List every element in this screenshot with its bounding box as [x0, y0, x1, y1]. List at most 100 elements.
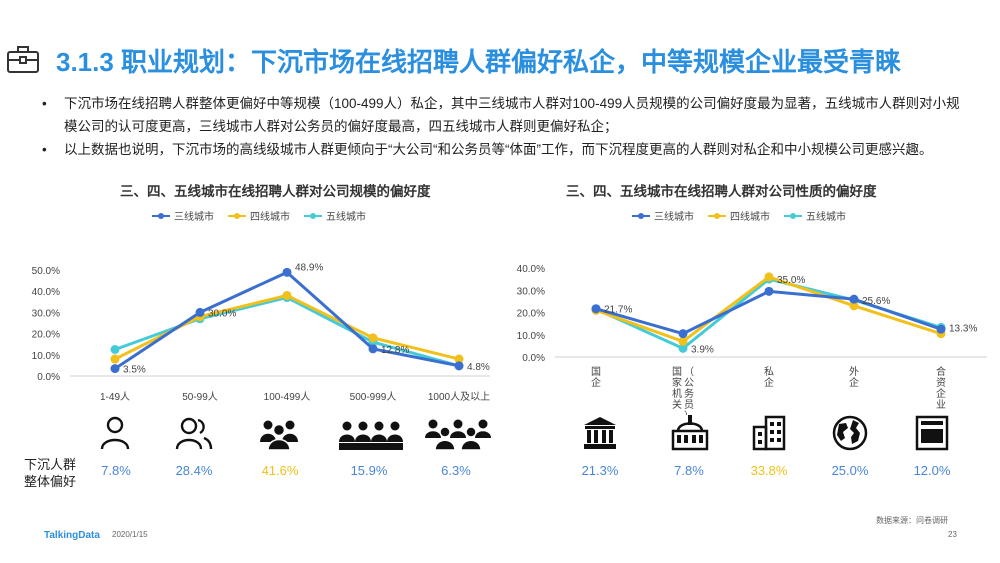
- overall-type-value: 12.0%: [913, 463, 951, 478]
- x-tick-char: 业: [936, 399, 946, 411]
- x-tick-label: 1000人及以上: [428, 391, 490, 403]
- bank-icon: [584, 417, 616, 449]
- data-point: [110, 354, 120, 364]
- x-tick-label: 外企: [849, 366, 859, 389]
- data-point: [849, 301, 859, 311]
- y-tick-label: 0.0%: [37, 372, 60, 383]
- globe-icon: [832, 415, 868, 451]
- data-label: 30.0%: [208, 308, 236, 319]
- bullet-list: • 下沉市场在线招聘人群整体更偏好中等规模（100-499人）私企，其中三线城市人…: [42, 92, 972, 161]
- x-tick-char: ）: [684, 410, 694, 415]
- x-tick-char: 国: [591, 366, 601, 378]
- chart-title-size: 三、四、五线城市在线招聘人群对公司规模的偏好度: [120, 184, 431, 199]
- x-tick-char: 家: [672, 376, 682, 389]
- overall-size-value: 28.4%: [175, 463, 213, 478]
- data-label: 3.5%: [123, 365, 146, 376]
- legend-label: 三线城市: [654, 210, 694, 223]
- x-tick-char: 企: [849, 376, 859, 389]
- x-tick-char: 资: [936, 377, 946, 389]
- crowd-icon: [339, 421, 403, 450]
- x-tick-char: 国: [672, 366, 682, 378]
- data-point: [849, 294, 859, 304]
- legend-label: 五线城市: [806, 210, 846, 223]
- overall-preference-label: 下沉人群 整体偏好: [24, 457, 77, 489]
- x-tick-label: 50-99人: [182, 391, 218, 403]
- government-building-icon: [671, 415, 709, 451]
- overall-type-value: 33.8%: [750, 463, 788, 478]
- overall-type-value: 7.8%: [674, 463, 704, 478]
- legend-item: 五线城市: [304, 210, 366, 223]
- y-tick-label: 30.0%: [32, 308, 60, 319]
- y-tick-label: 10.0%: [517, 331, 545, 342]
- data-point: [110, 345, 120, 354]
- legend-marker: [158, 213, 164, 219]
- data-label: 3.9%: [691, 344, 714, 355]
- y-tick-label: 10.0%: [32, 351, 60, 362]
- person-icon: [100, 416, 130, 450]
- overall-size-value: 41.6%: [261, 463, 299, 478]
- x-tick-char: 企: [764, 376, 774, 389]
- chart-title-type: 三、四、五线城市在线招聘人群对公司性质的偏好度: [566, 184, 877, 199]
- y-tick-label: 20.0%: [517, 309, 545, 320]
- two-people-icon: [175, 417, 213, 450]
- large-crowd-icon: [425, 419, 491, 450]
- y-tick-label: 50.0%: [32, 266, 60, 277]
- x-tick-char: 公: [684, 378, 694, 389]
- x-tick-label: 500-999人: [350, 391, 397, 403]
- data-point: [282, 267, 292, 277]
- data-label: 4.8%: [467, 362, 490, 373]
- x-tick-char: 合: [936, 365, 946, 378]
- data-label: 21.7%: [604, 305, 632, 316]
- data-label: 12.8%: [381, 345, 409, 356]
- x-tick-char: 机: [672, 387, 682, 400]
- page-number: 23: [948, 530, 957, 539]
- x-tick-label: 国企: [591, 366, 601, 389]
- legend-label: 四线城市: [730, 210, 770, 223]
- x-tick-label: 100-499人: [264, 391, 311, 403]
- legend-item: 五线城市: [784, 210, 846, 223]
- x-tick-char: 企: [936, 387, 946, 400]
- y-tick-label: 40.0%: [32, 287, 60, 298]
- x-tick-char: 私: [764, 366, 774, 378]
- data-point: [936, 324, 946, 334]
- overall-size-value: 15.9%: [350, 463, 388, 478]
- bullet-text: 下沉市场在线招聘人群整体更偏好中等规模（100-499人）私企，其中三线城市人群…: [64, 96, 960, 134]
- data-point: [678, 343, 688, 353]
- data-point: [454, 361, 464, 371]
- data-label: 13.3%: [949, 323, 977, 334]
- legend-label: 五线城市: [326, 210, 366, 223]
- group-icon: [260, 420, 298, 450]
- y-tick-label: 40.0%: [517, 264, 545, 275]
- legend-marker: [638, 213, 644, 219]
- bullet-item: • 下沉市场在线招聘人群整体更偏好中等规模（100-499人）私企，其中三线城市人…: [42, 96, 960, 134]
- x-tick-char: 务: [684, 387, 694, 400]
- legend-marker: [234, 213, 240, 219]
- x-tick-label: 1-49人: [100, 391, 130, 403]
- x-tick-char: 企: [591, 376, 601, 389]
- x-tick-char: 关: [672, 398, 682, 411]
- footer-date: 2020/1/15: [112, 530, 148, 539]
- data-point: [764, 272, 774, 282]
- briefcase-icon: [7, 46, 39, 73]
- legend-item: 三线城市: [152, 210, 214, 223]
- x-tick-char: （: [684, 366, 694, 378]
- x-tick-char: 外: [849, 366, 859, 378]
- brand-logo: TalkingData: [44, 530, 100, 541]
- data-point: [282, 290, 292, 300]
- bullet-text: 以上数据也说明，下沉市场的高线级城市人群更倾向于“大公司“和公务员等“体面”工作…: [64, 142, 933, 157]
- bullet-item: • 以上数据也说明，下沉市场的高线级城市人群更倾向于“大公司“和公务员等“体面”工…: [42, 142, 933, 157]
- data-point: [764, 286, 774, 296]
- data-source: 数据来源：问卷调研: [876, 516, 948, 525]
- data-point: [678, 336, 688, 346]
- joint-venture-icon: [915, 415, 949, 451]
- data-point: [454, 354, 464, 364]
- data-point: [591, 304, 601, 314]
- data-point: [678, 329, 688, 339]
- legend-marker: [714, 213, 720, 219]
- data-point: [368, 344, 378, 354]
- legend-item: 四线城市: [228, 210, 290, 223]
- data-point: [110, 364, 120, 374]
- y-tick-label: 0.0%: [522, 353, 545, 364]
